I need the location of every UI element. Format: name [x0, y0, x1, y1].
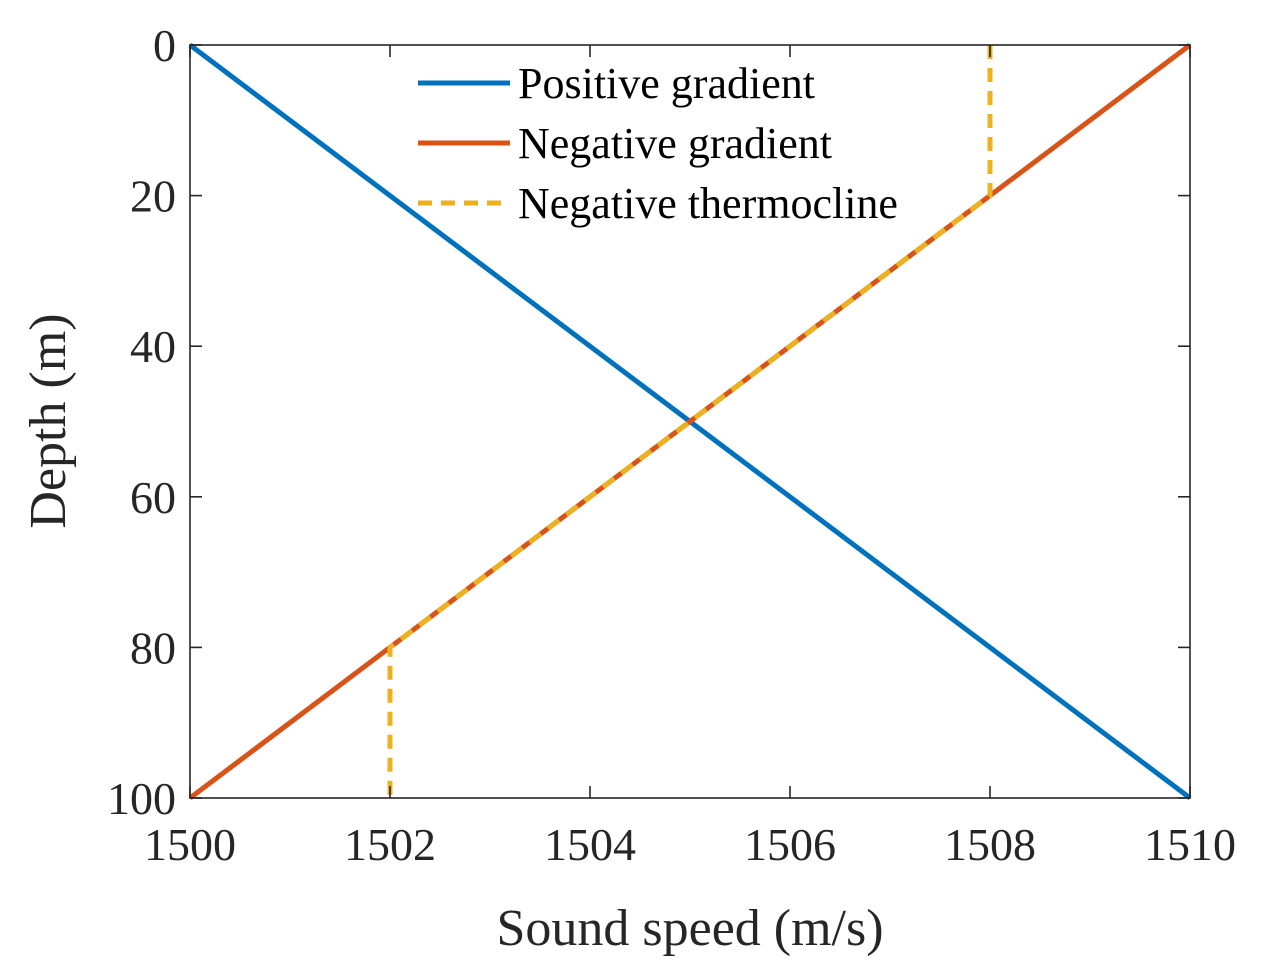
y-axis-label: Depth (m) — [20, 313, 77, 528]
axes-box — [189, 44, 1191, 799]
series-line-negative-gradient — [188, 43, 1192, 800]
y-tick-label: 80 — [130, 622, 176, 673]
legend: Positive gradient Negative gradient Negati… — [418, 59, 898, 228]
x-tick-label: 1510 — [1144, 819, 1236, 870]
y-tick-label: 0 — [153, 20, 176, 71]
y-tick-label: 20 — [130, 171, 176, 222]
x-axis-label: Sound speed (m/s) — [496, 900, 883, 957]
legend-label-positive-gradient: Positive gradient — [518, 59, 815, 108]
x-tick-label: 1508 — [944, 819, 1036, 870]
x-tick-label: 1506 — [744, 819, 836, 870]
x-tick-label: 1500 — [144, 819, 236, 870]
series-line-negative-thermocline — [387, 45, 993, 798]
x-tick-label: 1504 — [544, 819, 636, 870]
y-tick-label: 100 — [107, 773, 176, 824]
legend-label-negative-gradient: Negative gradient — [518, 119, 832, 168]
y-tick-label: 40 — [130, 321, 176, 372]
y-tick-label: 60 — [130, 472, 176, 523]
ticks-layer: 1500 1502 1504 1506 1508 1510 0 20 40 60 80 100 — [107, 20, 1236, 870]
x-tick-label: 1502 — [344, 819, 436, 870]
series-layer — [188, 43, 1192, 800]
legend-label-negative-thermocline: Negative thermocline — [518, 179, 898, 228]
